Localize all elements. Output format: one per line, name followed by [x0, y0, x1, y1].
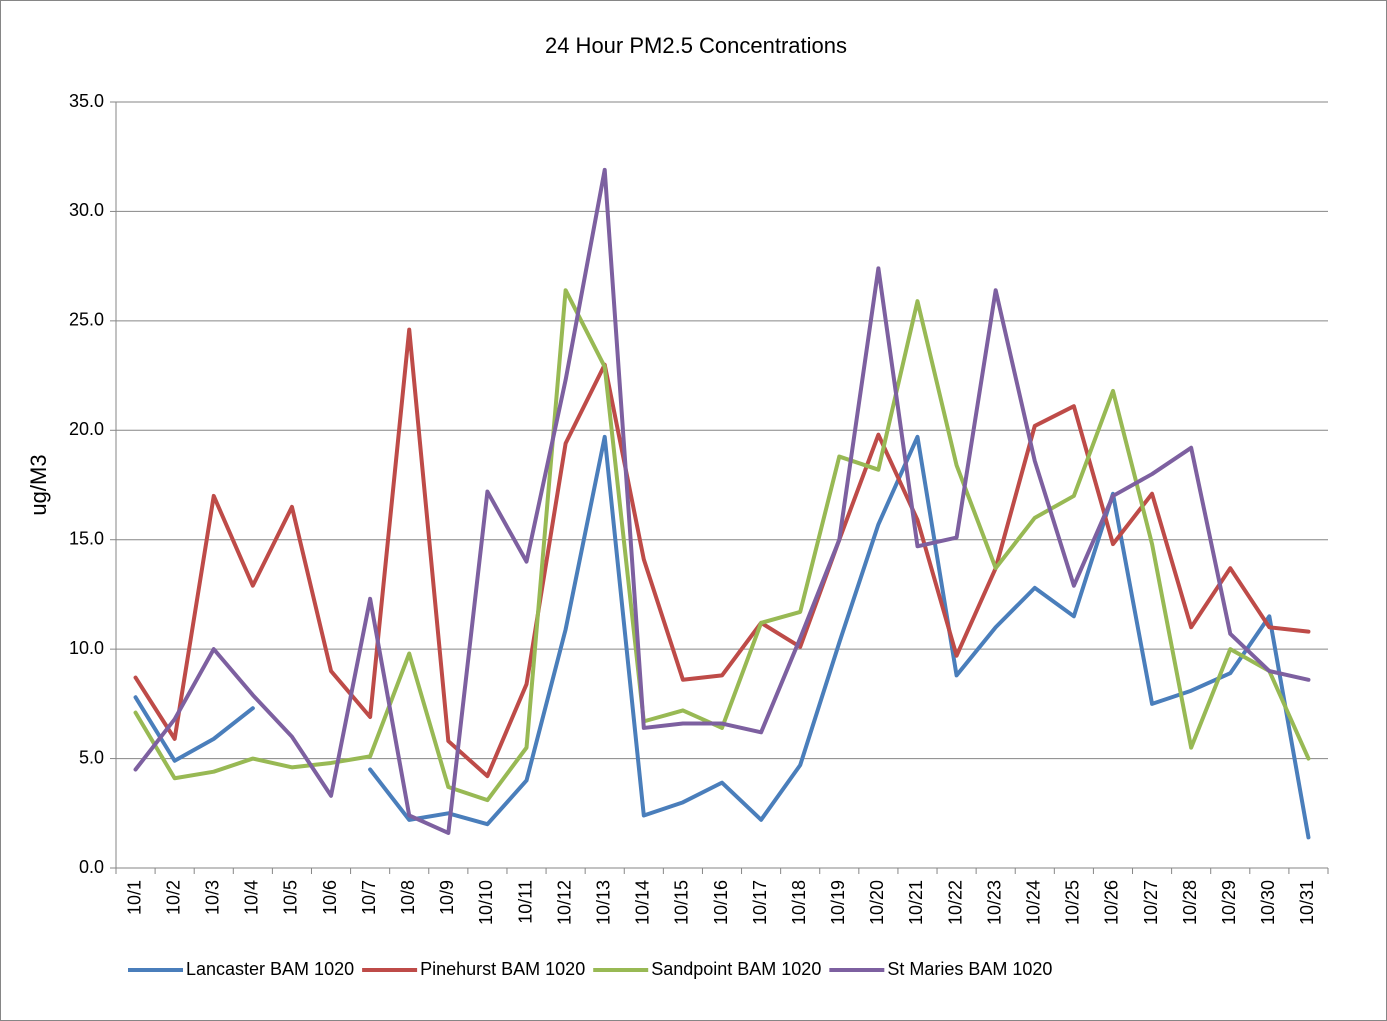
x-tick-label: 10/17 — [750, 880, 770, 925]
y-tick-label: 15.0 — [69, 528, 104, 548]
x-tick-label: 10/8 — [398, 880, 418, 915]
x-tick-label: 10/26 — [1102, 880, 1122, 925]
series-line — [133, 167, 1311, 835]
x-tick-label: 10/13 — [593, 880, 613, 925]
y-tick-label: 0.0 — [79, 857, 104, 877]
x-tick-label: 10/12 — [554, 880, 574, 925]
x-tick-label: 10/31 — [1297, 880, 1317, 925]
x-tick-label: 10/23 — [984, 880, 1004, 925]
x-tick-label: 10/20 — [867, 880, 887, 925]
x-tick-label: 10/21 — [906, 880, 926, 925]
x-tick-label: 10/15 — [672, 880, 692, 925]
x-tick-label: 10/25 — [1063, 880, 1083, 925]
x-tick-label: 10/4 — [242, 880, 262, 915]
x-tick-label: 10/3 — [202, 880, 222, 915]
legend-label: Lancaster BAM 1020 — [186, 959, 354, 979]
x-tick-label: 10/11 — [515, 880, 535, 924]
series-line — [133, 434, 1311, 840]
y-tick-label: 10.0 — [69, 638, 104, 658]
x-tick-label: 10/7 — [359, 880, 379, 915]
series-line — [133, 288, 1311, 803]
y-tick-label: 5.0 — [79, 747, 104, 767]
x-tick-label: 10/30 — [1258, 880, 1278, 925]
legend-label: St Maries BAM 1020 — [887, 959, 1052, 979]
x-tick-label: 10/5 — [281, 880, 301, 915]
x-tick-label: 10/28 — [1180, 880, 1200, 925]
x-tick-label: 10/9 — [437, 880, 457, 915]
y-tick-label: 30.0 — [69, 200, 104, 220]
x-tick-label: 10/18 — [789, 880, 809, 925]
x-tick-label: 10/24 — [1024, 880, 1044, 925]
x-tick-label: 10/1 — [124, 880, 144, 915]
chart-title: 24 Hour PM2.5 Concentrations — [545, 33, 847, 58]
y-axis-title: ug/M3 — [26, 454, 51, 515]
series-line — [133, 327, 1311, 779]
y-tick-label: 35.0 — [69, 91, 104, 111]
y-tick-label: 25.0 — [69, 310, 104, 330]
x-tick-label: 10/14 — [633, 880, 653, 925]
legend-label: Pinehurst BAM 1020 — [420, 959, 585, 979]
x-tick-label: 10/19 — [828, 880, 848, 925]
x-tick-label: 10/27 — [1141, 880, 1161, 925]
x-tick-label: 10/6 — [320, 880, 340, 915]
x-tick-label: 10/29 — [1219, 880, 1239, 925]
x-tick-label: 10/22 — [945, 880, 965, 925]
y-tick-label: 20.0 — [69, 419, 104, 439]
x-tick-label: 10/16 — [711, 880, 731, 925]
x-tick-label: 10/2 — [163, 880, 183, 915]
legend-label: Sandpoint BAM 1020 — [651, 959, 821, 979]
x-tick-label: 10/10 — [476, 880, 496, 925]
